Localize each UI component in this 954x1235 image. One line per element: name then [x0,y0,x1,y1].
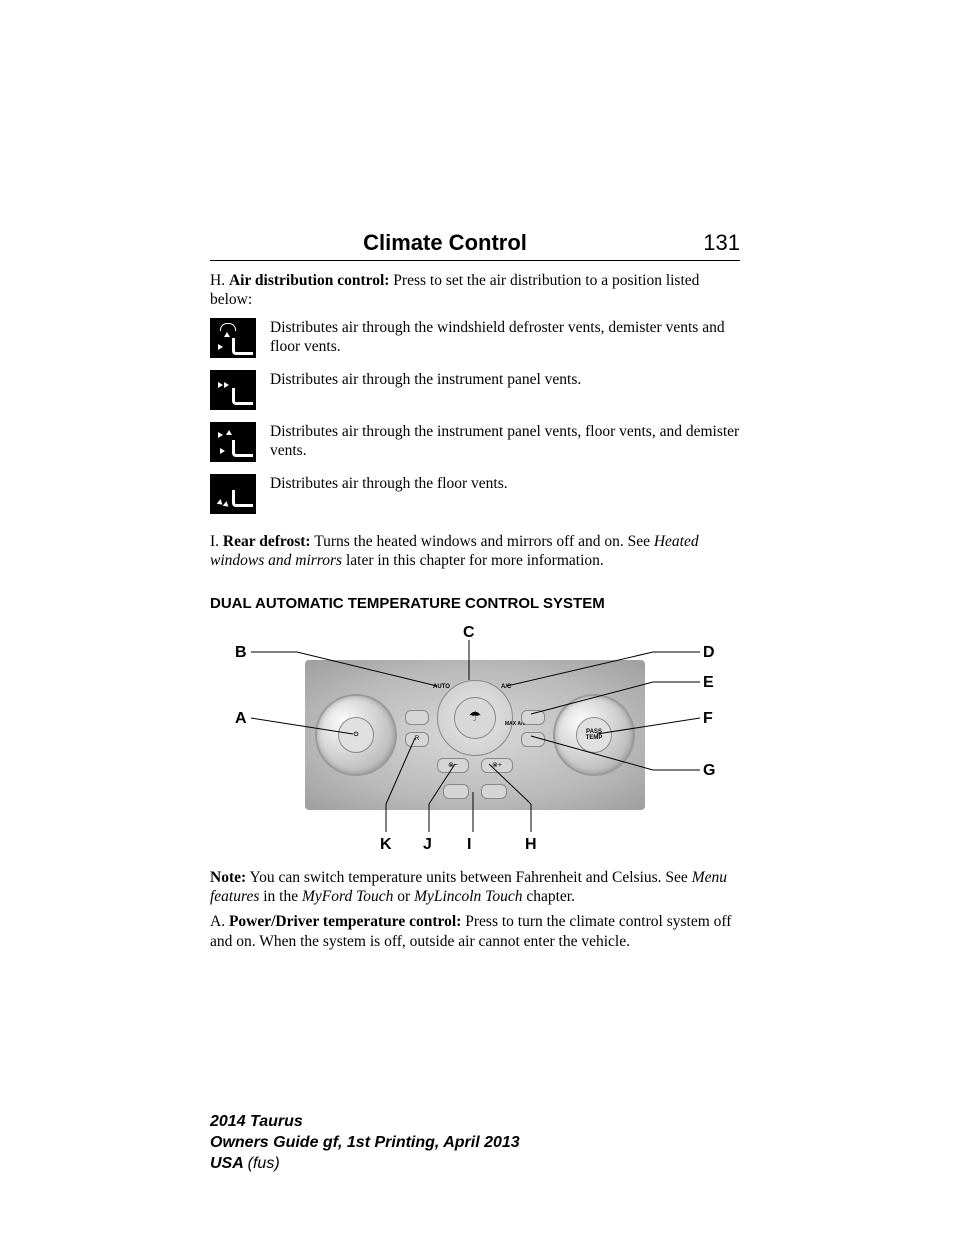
climate-control-diagram: ⏻ PASS TEMP ☂ AUTO A/C MAX A/C R ⊗− ⊗+ [235,624,715,854]
icon-desc-1: Distributes air through the windshield d… [270,318,740,357]
icon-row-1: Distributes air through the windshield d… [210,318,740,358]
rear-defrost-button: R [405,732,429,747]
panel-floor-demist-icon [210,422,256,462]
callout-K: K [380,836,392,854]
fan-minus-button: ⊗− [437,758,469,773]
icon-row-3: Distributes air through the instrument p… [210,422,740,462]
item-i-label: Rear defrost: [223,533,311,550]
item-h-prefix: H. [210,272,229,289]
air-distribution-icon: ☂ [454,697,496,739]
callout-F: F [703,710,713,728]
note-t4: chapter. [522,888,575,905]
icon-desc-3: Distributes air through the instrument p… [270,422,740,461]
callout-D: D [703,644,715,662]
note-text: Note: You can switch temperature units b… [210,868,740,907]
note-t2: in the [259,888,302,905]
page-footer: 2014 Taurus Owners Guide gf, 1st Printin… [210,1112,740,1174]
power-button-icon: ⏻ [338,717,374,753]
footer-line1: 2014 Taurus [210,1112,740,1133]
floor-vent-icon [210,474,256,514]
page-header: Climate Control 131 [210,230,740,261]
panel-vent-icon [210,370,256,410]
item-h-text: H. Air distribution control: Press to se… [210,271,740,310]
pass-temp-label: PASS TEMP [576,717,612,753]
fan-plus-button: ⊗+ [481,758,513,773]
note-t1: You can switch temperature units between… [246,869,692,886]
callout-I: I [467,836,471,854]
icon-row-4: Distributes air through the floor vents. [210,474,740,514]
icon-desc-4: Distributes air through the floor vents. [270,474,508,493]
control-panel: ⏻ PASS TEMP ☂ AUTO A/C MAX A/C R ⊗− ⊗+ [305,660,645,810]
auto-label: AUTO [433,684,450,690]
section-heading: DUAL AUTOMATIC TEMPERATURE CONTROL SYSTE… [210,595,740,612]
callout-C: C [463,624,475,642]
item-a-label: Power/Driver temperature control: [229,913,461,930]
page-number: 131 [680,230,740,256]
defrost-button [405,710,429,725]
callout-J: J [423,836,432,854]
item-a-prefix: A. [210,913,229,930]
defrost-floor-icon [210,318,256,358]
note-label: Note: [210,869,246,886]
passenger-temp-dial: PASS TEMP [553,694,635,776]
note-t3: or [393,888,414,905]
callout-E: E [703,674,714,692]
header-title: Climate Control [210,230,680,256]
footer-line3: USA (fus) [210,1154,740,1175]
ac-label: A/C [501,684,511,690]
recirc-button [521,710,545,725]
item-i-t1: Turns the heated windows and mirrors off… [311,533,654,550]
heated-seat-right [481,784,507,799]
icon-desc-2: Distributes air through the instrument p… [270,370,581,389]
footer-fus: (fus) [248,1155,280,1172]
note-i2: MyFord Touch [302,888,393,905]
driver-temp-dial: ⏻ [315,694,397,776]
heated-seat-left [443,784,469,799]
callout-B: B [235,644,247,662]
callout-A: A [235,710,247,728]
callout-H: H [525,836,537,854]
note-i3: MyLincoln Touch [414,888,522,905]
footer-line2: Owners Guide gf, 1st Printing, April 201… [210,1133,740,1154]
item-i-text: I. Rear defrost: Turns the heated window… [210,532,740,571]
item-i-t2: later in this chapter for more informati… [342,552,604,569]
item-a-text: A. Power/Driver temperature control: Pre… [210,912,740,951]
page-content: Climate Control 131 H. Air distribution … [210,230,740,957]
item-h-label: Air distribution control: [229,272,389,289]
callout-G: G [703,762,715,780]
max-ac-button [521,732,545,747]
icon-row-2: Distributes air through the instrument p… [210,370,740,410]
item-i-prefix: I. [210,533,223,550]
footer-usa: USA [210,1155,248,1172]
